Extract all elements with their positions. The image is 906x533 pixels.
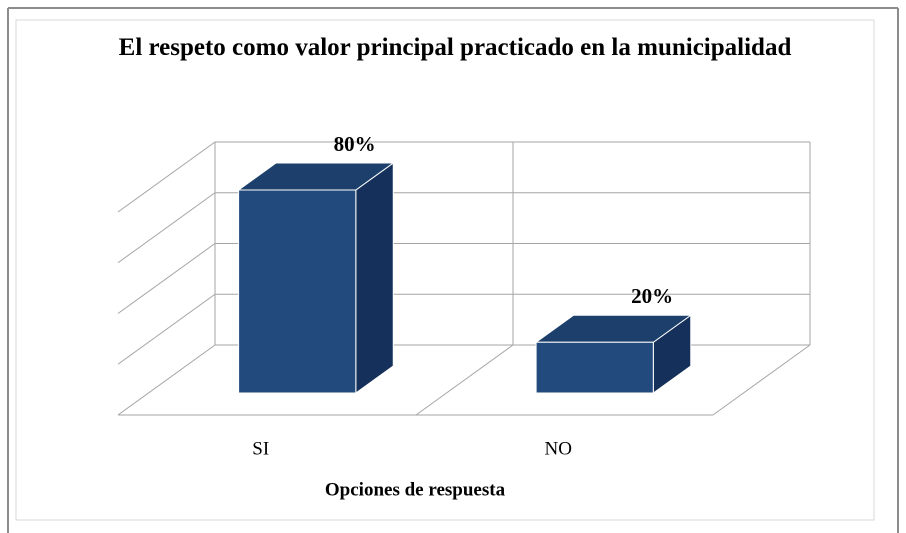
data-label: 80%	[334, 132, 376, 156]
grid-line	[117, 192, 810, 264]
x-tick-label: SI	[252, 438, 269, 459]
chart-area	[15, 19, 875, 521]
floor-edge	[712, 344, 811, 416]
data-label: 20%	[631, 284, 673, 308]
x-axis-title: Opciones de respuesta	[325, 479, 506, 500]
floor-divider	[415, 344, 514, 416]
grid-line	[117, 243, 810, 314]
grid-line	[117, 293, 810, 365]
chart-title: El respeto como valor principal practica…	[118, 34, 792, 61]
bar-side	[355, 162, 394, 394]
bar-front	[535, 341, 654, 394]
bar	[237, 162, 395, 394]
bar-front	[238, 189, 357, 394]
walls	[118, 142, 811, 416]
x-tick-label: NO	[545, 438, 572, 459]
grid-line	[117, 141, 810, 213]
bar	[534, 314, 693, 394]
